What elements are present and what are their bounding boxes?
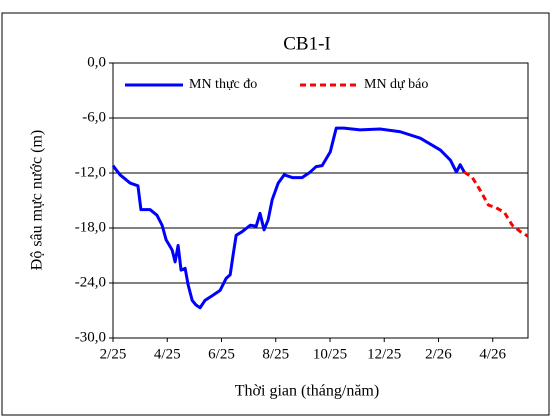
y-tick-label: -30,0 [75,329,106,345]
y-axis-label: Độ sâu mực nước (m) [29,130,46,270]
y-tick-label: -6,0 [82,109,106,125]
x-tick-label: 8/25 [262,346,289,362]
legend-label: MN dự báo [364,77,428,92]
x-tick-label: 10/25 [313,346,347,362]
series-line [463,170,529,238]
chart-title: CB1-I [283,33,331,54]
series-line [111,126,466,310]
x-tick-label: 2/26 [425,346,452,362]
legend-label: MN thực đo [189,77,257,92]
x-tick-label: 4/25 [154,346,181,362]
y-tick-label: -18,0 [75,219,106,235]
y-tick-label: -12,0 [75,164,106,180]
x-tick-label: 2/25 [100,346,127,362]
y-tick-label: -24,0 [75,274,106,290]
x-axis-label: Thời gian (tháng/năm) [235,383,379,400]
plot-frame [112,62,529,339]
x-tick-label: 4/26 [479,346,506,362]
chart-border [1,12,550,416]
x-tick-label: 6/25 [208,346,235,362]
y-tick-label: 0,0 [87,54,106,70]
x-tick-label: 12/25 [367,346,401,362]
